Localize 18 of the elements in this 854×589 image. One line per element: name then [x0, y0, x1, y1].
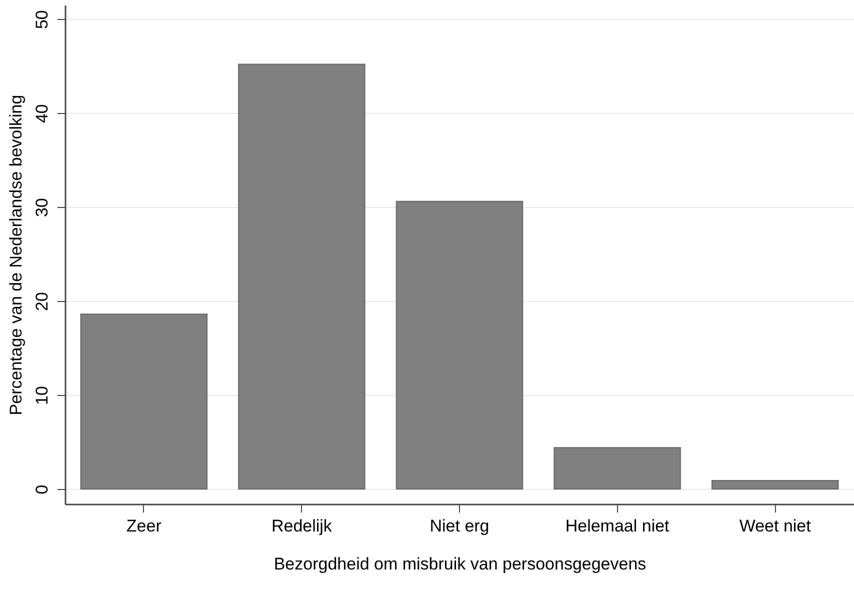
y-tick-label: 40: [32, 104, 52, 124]
y-tick-label: 50: [32, 10, 52, 30]
x-tick-label: Zeer: [126, 516, 162, 536]
y-tick-label: 20: [32, 292, 52, 311]
x-tick-label: Redelijk: [271, 516, 332, 536]
y-tick-label: 0: [32, 484, 52, 494]
bar: [238, 64, 366, 490]
x-tick-label: Weet niet: [739, 516, 812, 536]
bar: [396, 200, 524, 490]
x-tick-label: Helemaal niet: [565, 516, 670, 536]
y-axis-title: Percentage van de Nederlandse bevolking: [6, 94, 26, 416]
bar: [711, 480, 839, 490]
y-tick-label: 10: [32, 386, 52, 405]
bar: [80, 314, 208, 490]
x-tick-label: Niet erg: [430, 516, 490, 536]
bar: [554, 447, 681, 490]
y-tick-label: 30: [32, 198, 52, 218]
x-axis-title: Bezorgdheid om misbruik van persoonsgegevens: [274, 554, 646, 574]
